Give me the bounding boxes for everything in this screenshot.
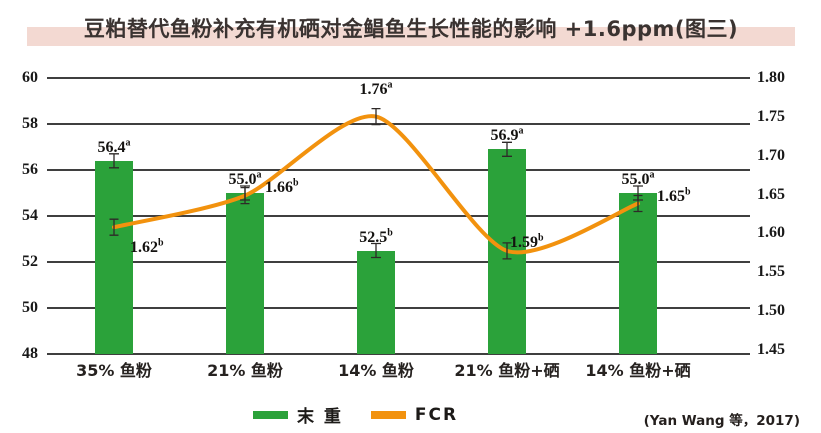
source-note: (Yan Wang 等，2017) — [643, 413, 800, 429]
grid-line — [47, 215, 750, 217]
legend: 末 重 FCR — [253, 402, 458, 427]
left-axis-tick: 56 — [22, 161, 38, 178]
right-axis-tick: 1.55 — [757, 263, 785, 281]
legend-item-final-weight: 末 重 — [253, 402, 343, 427]
grid-line — [47, 261, 750, 263]
right-axis-tick: 1.80 — [757, 69, 785, 86]
fcr-line — [112, 114, 640, 255]
grid-line — [47, 77, 750, 79]
right-axis-tick: 1.60 — [757, 224, 785, 242]
left-axis-tick: 60 — [22, 69, 38, 86]
bar-value-label: 55.0a — [228, 169, 262, 188]
legend-label-fcr: FCR — [414, 404, 459, 425]
right-axis-tick: 1.65 — [757, 185, 785, 203]
left-axis-tick: 52 — [22, 253, 38, 270]
fcr-value-label: 1.62b — [130, 237, 164, 257]
left-axis-tick: 58 — [22, 115, 38, 132]
error-bar — [502, 242, 512, 260]
legend-item-fcr: FCR — [370, 404, 459, 425]
title-band — [27, 27, 795, 46]
bar-value-label: 56.9a — [490, 125, 524, 145]
left-axis-tick: 54 — [22, 207, 38, 224]
chart-title: 豆粕替代鱼粉补充有机硒对金鲳鱼生长性能的影响 +1.6ppm(图三) — [83, 17, 739, 41]
bar-value-label: 55.0a — [621, 169, 655, 188]
right-axis-tick: 1.75 — [757, 107, 785, 125]
x-axis-label: 21% 鱼粉 — [207, 361, 283, 380]
legend-label-final-weight: 末 重 — [297, 407, 343, 427]
error-bar — [109, 153, 119, 169]
error-bar — [109, 218, 119, 236]
bar — [619, 193, 657, 354]
fcr-swatch-icon — [370, 410, 406, 419]
error-bar — [371, 107, 381, 126]
left-axis-tick: 48 — [22, 345, 38, 362]
final-weight-swatch-icon — [253, 410, 288, 419]
error-bar — [502, 141, 512, 157]
x-axis-label: 14% 鱼粉 — [338, 361, 414, 380]
bar-value-label: 56.4a — [97, 137, 131, 156]
grid-line — [47, 169, 750, 171]
left-axis-tick: 50 — [22, 299, 38, 316]
bar-value-label: 52.5b — [359, 227, 393, 246]
right-axis-tick: 1.50 — [757, 302, 785, 320]
error-bar — [633, 194, 643, 213]
bar — [95, 160, 133, 354]
grid-line — [47, 307, 750, 309]
fcr-value-label: 1.76a — [359, 79, 393, 98]
fcr-value-label: 1.65b — [657, 186, 691, 205]
right-axis-tick: 1.70 — [757, 146, 785, 164]
bar — [226, 193, 264, 354]
error-bar — [371, 242, 381, 259]
bar — [357, 250, 395, 354]
right-axis-tick: 1.45 — [757, 341, 785, 358]
fcr-value-label: 1.66b — [265, 177, 299, 196]
fcr-value-label: 1.59b — [510, 232, 544, 251]
x-axis-label: 14% 鱼粉+硒 — [585, 361, 691, 380]
grid-line — [47, 123, 750, 125]
x-axis-label: 35% 鱼粉 — [76, 361, 152, 380]
error-bar — [240, 186, 250, 205]
x-axis-label: 21% 鱼粉+硒 — [454, 361, 560, 380]
grid-line — [47, 353, 750, 355]
